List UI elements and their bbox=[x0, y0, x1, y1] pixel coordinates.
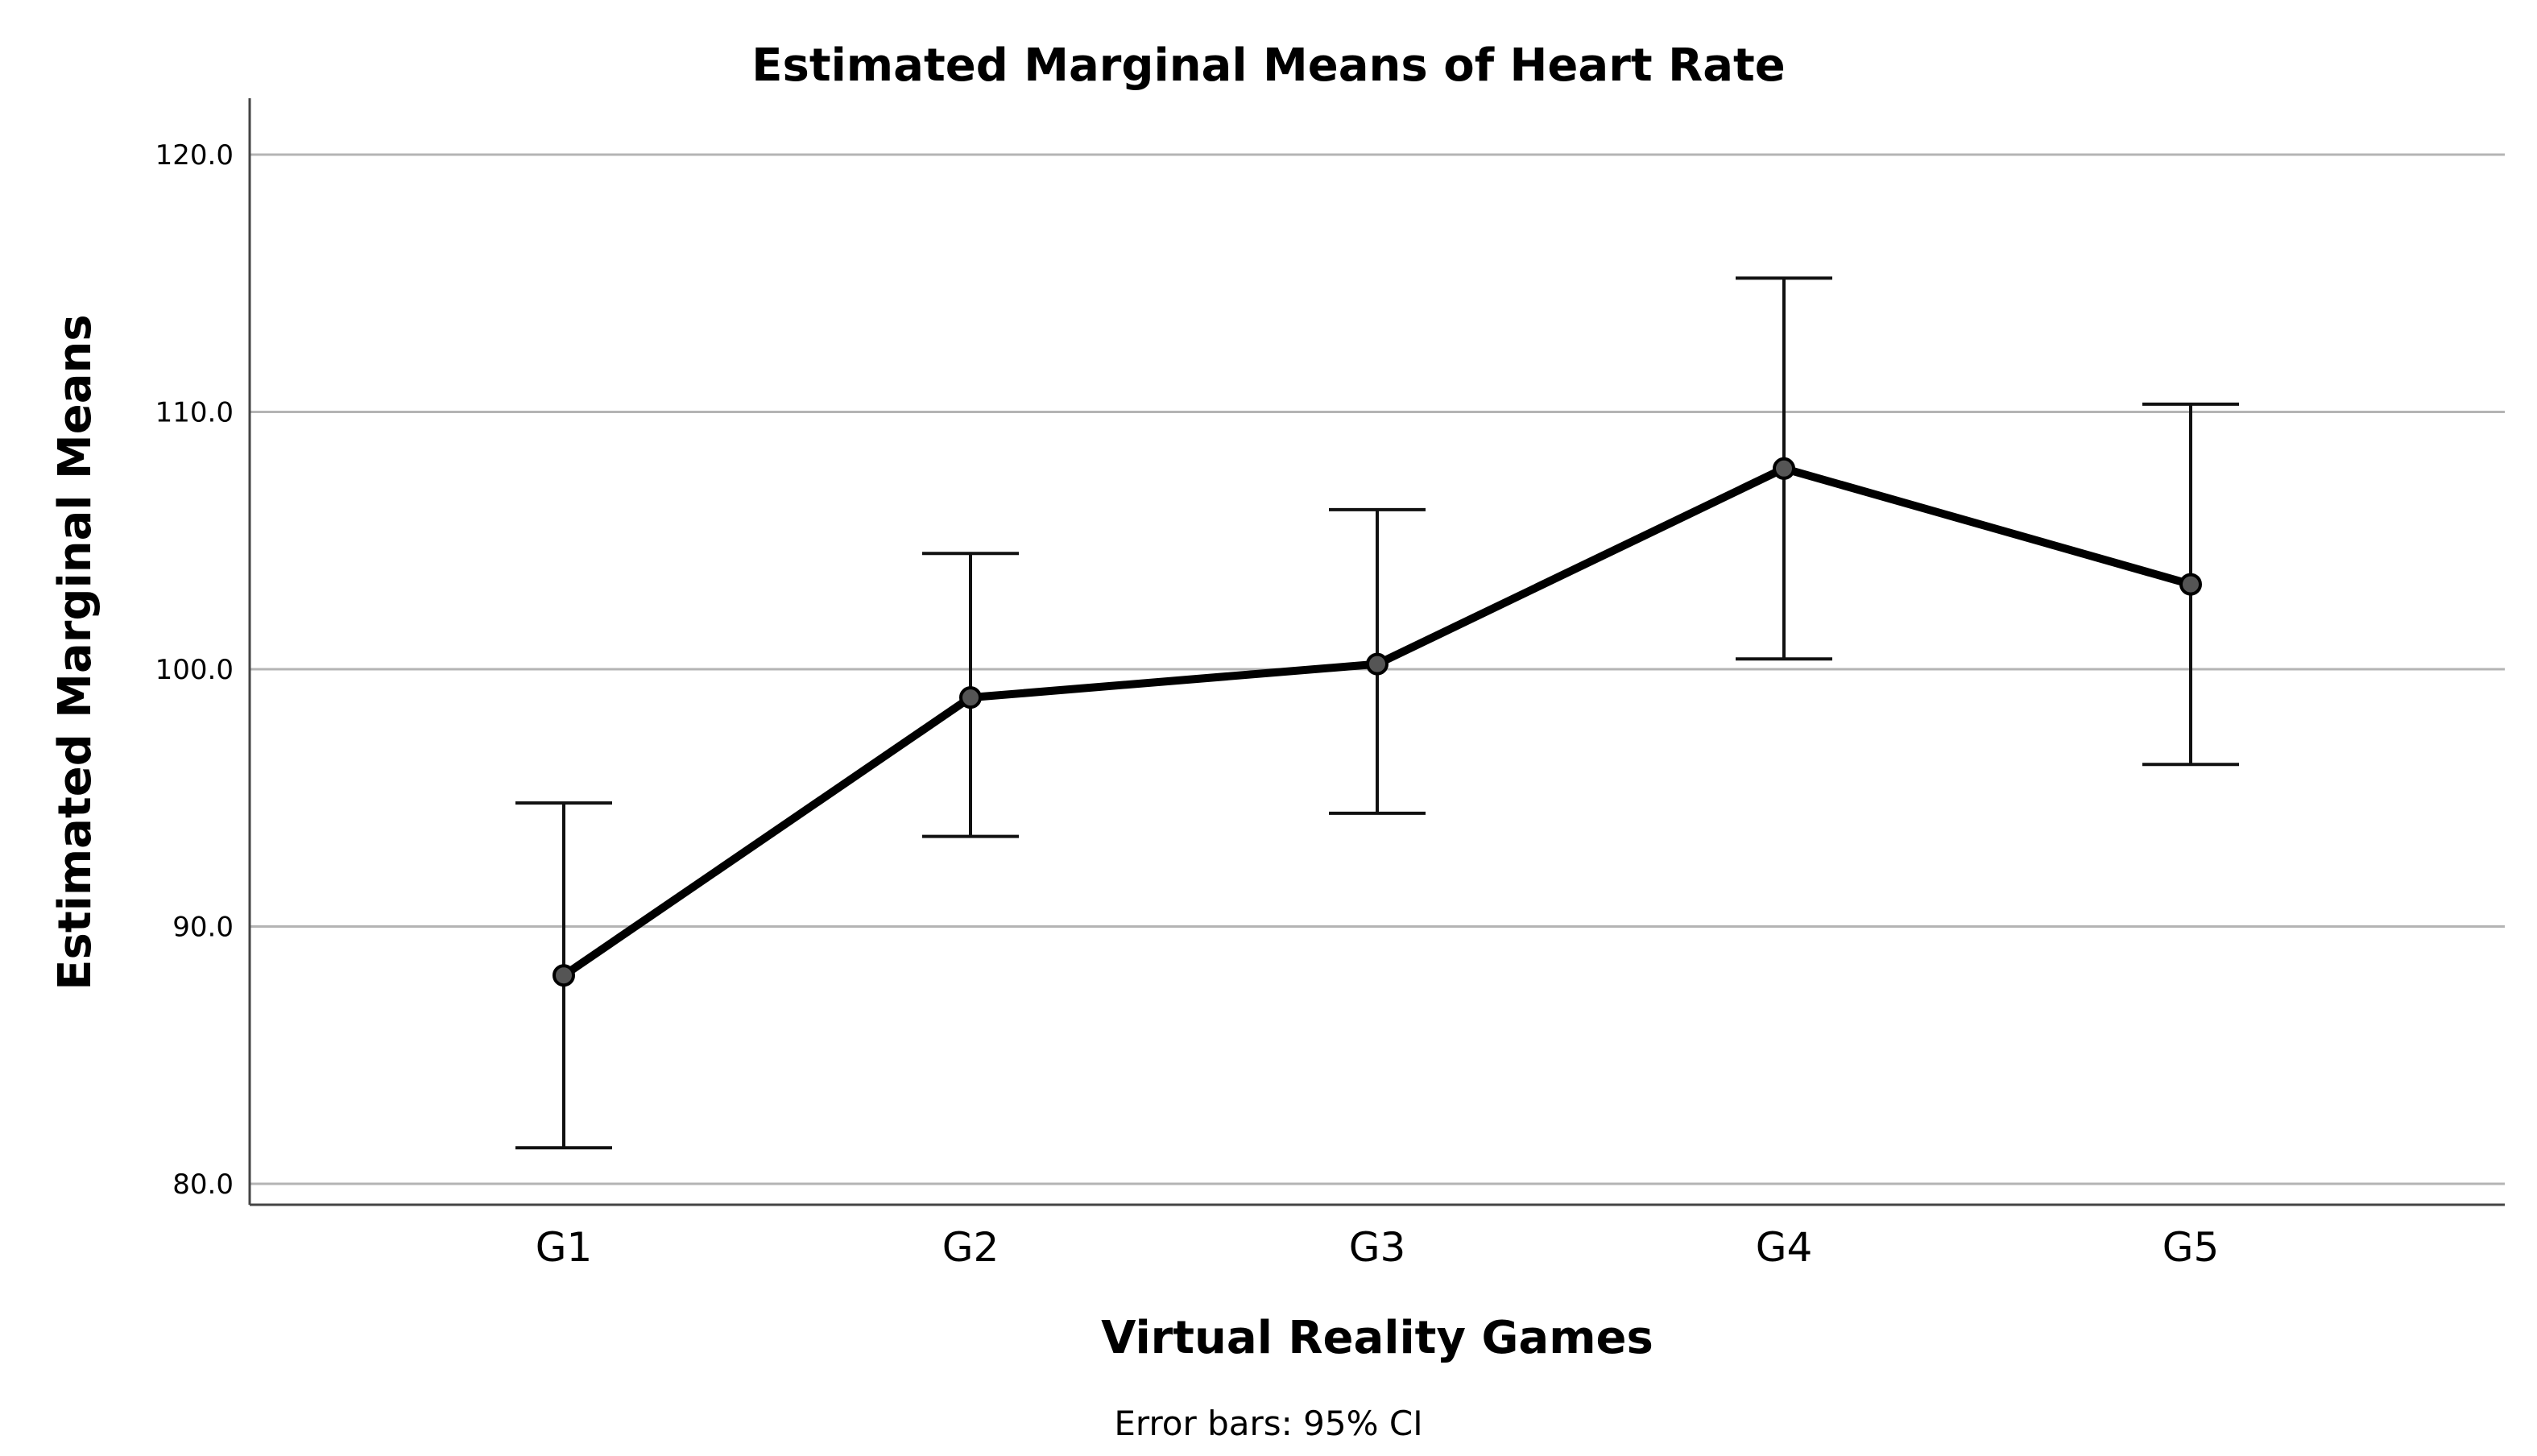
mean-point-g2 bbox=[959, 686, 982, 709]
x-tick-label-g3: G3 bbox=[1349, 1224, 1406, 1271]
mean-points bbox=[553, 457, 2202, 987]
x-tick-labels: G1 G2 G3 G4 G5 bbox=[536, 1224, 2220, 1271]
y-tick-label: 120.0 bbox=[155, 139, 234, 172]
error-bars bbox=[515, 276, 2239, 1150]
y-tick-label: 100.0 bbox=[155, 654, 234, 686]
y-tick-label: 110.0 bbox=[155, 397, 234, 429]
x-tick-label-g1: G1 bbox=[536, 1224, 593, 1271]
y-tick-label: 80.0 bbox=[172, 1169, 234, 1201]
mean-point-g5 bbox=[2179, 573, 2202, 596]
mean-point-g1 bbox=[553, 964, 575, 987]
x-tick-label-g2: G2 bbox=[942, 1224, 999, 1271]
error-bars-note: Error bars: 95% CI bbox=[1114, 1404, 1422, 1443]
mean-point-g4 bbox=[1773, 457, 1795, 480]
x-tick-label-g4: G4 bbox=[1756, 1224, 1813, 1271]
y-tick-labels: 80.0 90.0 100.0 110.0 120.0 bbox=[155, 139, 234, 1201]
y-tick-label: 90.0 bbox=[172, 912, 234, 944]
chart-title: Estimated Marginal Means of Heart Rate bbox=[751, 39, 1786, 92]
x-axis-label: Virtual Reality Games bbox=[1101, 1312, 1653, 1364]
x-tick-label-g5: G5 bbox=[2162, 1224, 2220, 1271]
y-axis-label: Estimated Marginal Means bbox=[49, 314, 101, 990]
mean-point-g3 bbox=[1366, 652, 1389, 676]
